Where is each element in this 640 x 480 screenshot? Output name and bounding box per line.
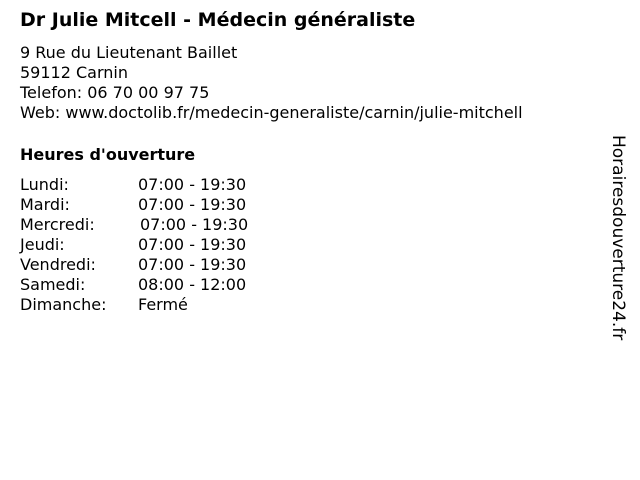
hours-row-friday: Vendredi: 07:00 - 19:30 <box>20 255 246 275</box>
time-value: 07:00 - 19:30 <box>140 215 249 234</box>
time-value: Fermé <box>138 295 188 314</box>
day-label: Samedi: <box>20 275 86 294</box>
day-label: Mercredi: <box>20 215 95 234</box>
time-value: 07:00 - 19:30 <box>138 175 247 194</box>
hours-row-tuesday: Mardi: 07:00 - 19:30 <box>20 195 246 215</box>
hours-row-thursday: Jeudi: 07:00 - 19:30 <box>20 235 246 255</box>
street-address: 9 Rue du Lieutenant Baillet <box>20 43 238 62</box>
time-value: 07:00 - 19:30 <box>138 235 247 254</box>
hours-row-saturday: Samedi: 08:00 - 12:00 <box>20 275 246 295</box>
day-label: Vendredi: <box>20 255 96 274</box>
contact-block: 9 Rue du Lieutenant Baillet 59112 Carnin… <box>20 43 523 123</box>
phone: Telefon: 06 70 00 97 75 <box>20 83 210 102</box>
hours-table: Lundi: 07:00 - 19:30 Mardi: 07:00 - 19:30 … <box>20 175 248 315</box>
page-title: Dr Julie Mitcell - Médecin généraliste <box>20 9 416 31</box>
website: Web: www.doctolib.fr/medecin-generaliste… <box>20 103 523 122</box>
site-watermark: Horairesdouverture24.fr <box>608 135 628 341</box>
time-value: 07:00 - 19:30 <box>138 195 247 214</box>
day-label: Dimanche: <box>20 295 107 314</box>
hours-row-wednesday: Mercredi: 07:00 - 19:30 <box>20 215 248 235</box>
time-value: 08:00 - 12:00 <box>138 275 247 294</box>
day-label: Lundi: <box>20 175 69 194</box>
day-label: Mardi: <box>20 195 70 214</box>
hours-row-sunday: Dimanche: Fermé <box>20 295 188 315</box>
time-value: 07:00 - 19:30 <box>138 255 247 274</box>
hours-heading: Heures d'ouverture <box>20 145 196 164</box>
day-label: Jeudi: <box>20 235 65 254</box>
hours-row-monday: Lundi: 07:00 - 19:30 <box>20 175 246 195</box>
city: 59112 Carnin <box>20 63 128 82</box>
